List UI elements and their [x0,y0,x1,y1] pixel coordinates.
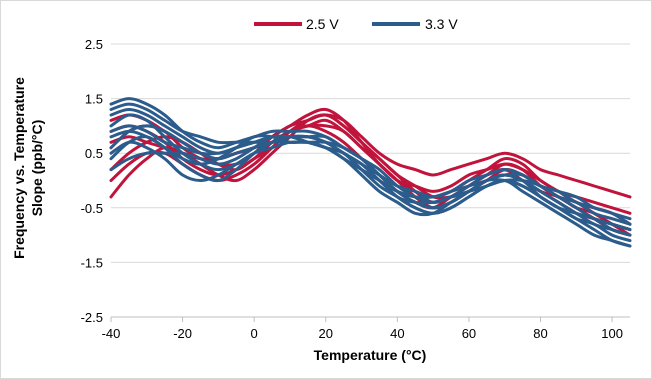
y-axis-title: Frequency vs. Temperature Slope (ppb/°C) [11,77,45,259]
x-tick-label: -40 [102,326,121,341]
x-tick-label: 40 [390,326,404,341]
y-tick-label: 0.5 [85,146,103,161]
legend: 2.5 V 3.3 V [254,16,458,32]
x-tick-label: 60 [462,326,476,341]
y-tick-label: -2.5 [81,310,103,325]
series-curves [109,97,632,248]
y-tick-label: 2.5 [85,37,103,52]
x-tick-label: -20 [173,326,192,341]
y-tick-labels: 2.5 1.5 0.5 -0.5 -1.5 -2.5 [81,37,103,325]
series-line [109,124,632,226]
x-tick-label: 0 [251,326,258,341]
x-tick-label: 80 [533,326,547,341]
y-tick-label: 1.5 [85,92,103,107]
y-axis-title-line2: Slope (ppb/°C) [29,120,45,217]
gridlines [111,43,630,318]
legend-label-3.3v: 3.3 V [425,16,458,32]
y-tick-label: -1.5 [81,255,103,270]
axes [110,316,630,322]
series-line [109,140,632,232]
x-axis-title: Temperature (°C) [314,347,427,363]
x-tick-labels: -40 -20 0 20 40 60 80 100 [102,326,623,341]
series-3.3v [109,97,632,248]
x-tick-label: 20 [319,326,333,341]
series-line [109,102,632,248]
x-tick-label: 100 [601,326,623,341]
y-tick-label: -0.5 [81,201,103,216]
y-axis-title-line1: Frequency vs. Temperature [11,77,27,259]
legend-label-2.5v: 2.5 V [306,16,339,32]
